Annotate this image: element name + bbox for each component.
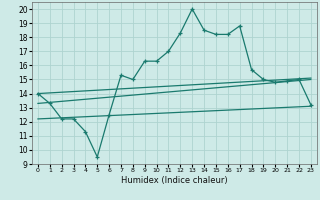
X-axis label: Humidex (Indice chaleur): Humidex (Indice chaleur): [121, 176, 228, 185]
